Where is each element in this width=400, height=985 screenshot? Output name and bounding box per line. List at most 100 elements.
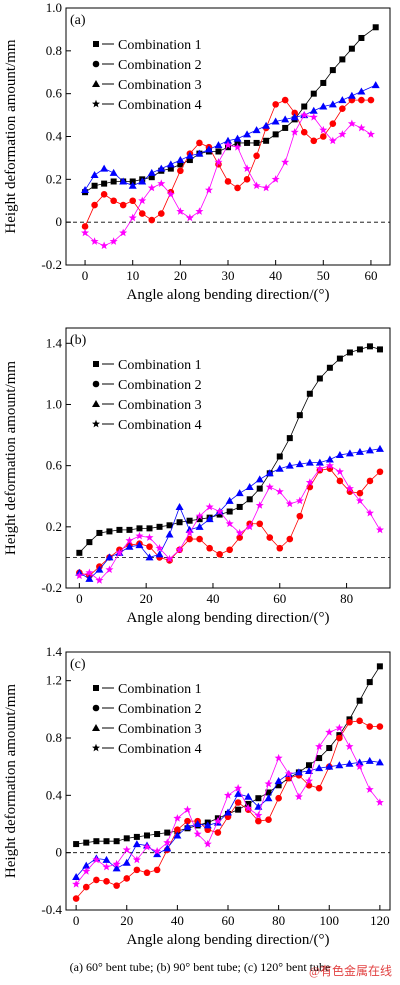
data-point-series-4 [347,119,356,128]
data-point-series-4 [305,776,313,785]
x-axis-label: Angle along bending direction/(°) [126,287,329,303]
data-point-series-3 [204,145,213,153]
data-point-series-1 [234,139,241,146]
data-point-series-4 [224,140,232,149]
data-point-series-3 [153,850,162,858]
legend-marker [92,743,100,752]
data-point-series-3 [274,777,283,784]
data-point-series-2 [300,128,308,136]
data-point-series-2 [119,201,127,209]
y-tick-label: 1.4 [46,644,63,659]
series-line-2 [84,99,371,227]
legend-marker [92,99,100,108]
data-point-series-1 [326,364,333,371]
data-point-series-4 [175,545,184,554]
data-point-series-1 [86,539,93,546]
data-point-series-3 [195,149,204,157]
legend-label: Combination 4 [118,742,202,757]
data-point-series-2 [329,120,337,127]
data-point-series-4 [300,110,309,119]
data-point-series-3 [309,106,318,114]
data-point-series-4 [205,502,214,511]
data-point-series-4 [119,228,128,237]
x-tick-label: 50 [317,268,330,283]
data-point-series-3 [183,822,192,830]
data-point-series-3 [305,458,314,466]
data-point-series-1 [103,838,110,845]
data-point-series-3 [155,550,164,558]
data-point-series-3 [271,117,280,125]
data-point-series-2 [356,489,364,497]
data-point-series-4 [85,568,94,577]
data-point-series-4 [274,753,283,762]
data-point-series-3 [355,447,364,455]
data-point-series-2 [103,878,110,885]
data-point-series-3 [81,186,90,194]
data-point-series-2 [356,717,363,725]
data-point-series-2 [72,895,80,902]
data-point-series-4 [234,783,243,792]
legend-label: Combination 3 [118,398,202,413]
data-point-series-1 [326,745,333,752]
data-point-series-4 [166,190,175,198]
data-point-series-3 [265,469,274,477]
data-point-series-2 [256,520,264,528]
y-tick-label: 0 [56,845,63,860]
legend-label: Combination 2 [118,58,202,73]
data-point-series-2 [177,167,184,175]
data-point-series-3 [112,864,121,872]
data-point-series-4 [335,723,344,732]
data-point-series-2 [339,105,346,112]
data-point-series-4 [195,207,204,215]
data-point-series-3 [82,861,91,869]
data-point-series-3 [233,134,242,142]
data-point-series-1 [133,833,140,840]
data-point-series-4 [112,859,121,868]
legend: Combination 1 Combination 2 Combination 3 C… [92,682,202,757]
data-point-series-4 [225,519,234,528]
data-point-series-1 [176,519,183,526]
data-point-series-1 [263,137,270,144]
data-point-series-1 [144,832,150,839]
data-point-series-4 [95,576,104,584]
data-point-series-3 [345,759,354,767]
data-point-series-4 [81,228,90,237]
chart-panel-b: 0 20 40 60 80 -0.2 0.2 0.6 1.0 1.4 Angle along ben… [3,327,391,626]
data-point-series-2 [148,216,156,224]
data-point-series-3 [357,87,366,95]
data-point-series-3 [315,764,324,772]
legend: Combination 1 Combination 2 Combination 3 C… [92,358,202,433]
data-point-series-1 [376,346,383,353]
data-point-series-1 [129,178,136,185]
data-point-series-2 [366,477,374,485]
data-point-series-2 [310,137,318,145]
data-point-series-2 [206,544,213,552]
x-axis-label: Angle along bending direction/(°) [126,610,329,626]
data-point-series-2 [276,544,284,552]
data-point-series-4 [132,855,141,864]
data-point-series-2 [234,799,242,806]
x-tick-label: 0 [73,913,80,928]
x-tick-label: 30 [222,268,235,283]
data-point-series-2 [291,109,299,117]
y-tick-label: -0.2 [41,580,62,595]
data-point-series-1 [93,838,100,845]
legend-marker [93,41,99,47]
data-point-series-2 [214,829,222,836]
data-point-series-1 [256,485,263,492]
data-point-series-1 [116,526,123,533]
data-point-series-4 [355,762,364,771]
legend-label: Combination 4 [118,98,202,113]
legend: Combination 1 Combination 2 Combination 3 C… [92,38,202,113]
data-point-series-4 [75,571,84,580]
data-point-series-4 [284,769,293,778]
data-point-series-1 [226,508,233,515]
data-point-series-2 [153,866,161,874]
legend-marker [93,361,99,367]
data-point-series-1 [101,180,108,187]
data-point-series-4 [355,496,364,505]
x-tick-label: 10 [126,268,139,283]
data-point-series-1 [166,522,173,529]
data-point-series-4 [185,213,194,222]
